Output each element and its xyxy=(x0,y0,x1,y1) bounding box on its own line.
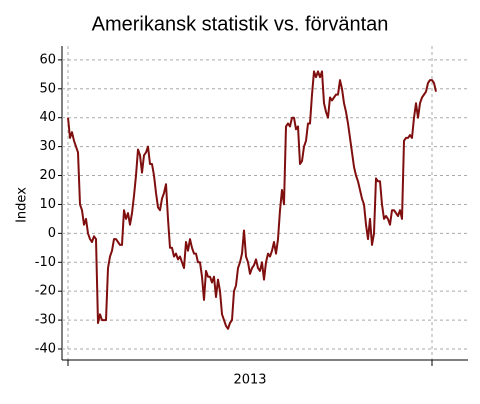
y-tick-label: -40 xyxy=(35,342,56,357)
y-tick-label: -20 xyxy=(35,284,56,299)
chart-title: Amerikansk statistik vs. förväntan xyxy=(92,13,389,35)
y-tick-label: 10 xyxy=(39,197,56,212)
y-tick-label: 60 xyxy=(39,52,56,67)
y-tick-label: 20 xyxy=(39,168,56,183)
y-tick-label: -30 xyxy=(35,313,56,328)
y-tick-label: -10 xyxy=(35,255,56,270)
y-tick-label: 50 xyxy=(39,81,56,96)
y-tick-label: 30 xyxy=(39,139,56,154)
y-tick-label: 0 xyxy=(48,226,56,241)
y-axis-label: Index xyxy=(15,187,30,223)
data-line xyxy=(67,70,437,330)
x-axis-label: 2013 xyxy=(233,373,266,388)
y-tick-label: 40 xyxy=(39,110,56,125)
